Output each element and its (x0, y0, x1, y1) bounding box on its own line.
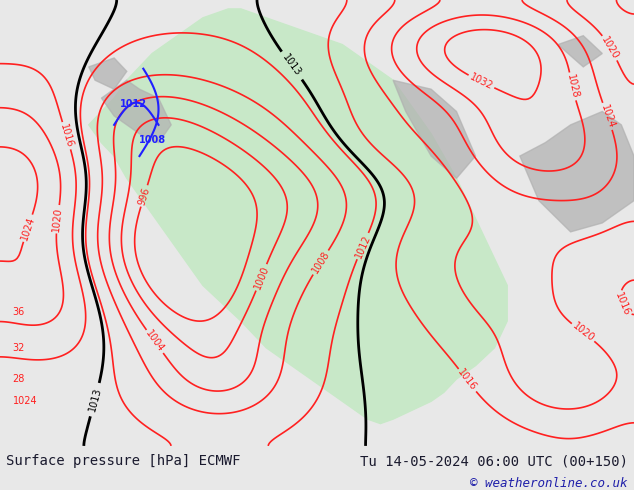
Text: Tu 14-05-2024 06:00 UTC (00+150): Tu 14-05-2024 06:00 UTC (00+150) (359, 454, 628, 468)
Polygon shape (89, 9, 507, 423)
Text: 1024: 1024 (13, 396, 37, 406)
Polygon shape (520, 112, 634, 232)
Text: 28: 28 (13, 374, 25, 384)
Text: 1024: 1024 (598, 103, 616, 129)
Text: 1012: 1012 (353, 233, 372, 259)
Polygon shape (558, 36, 602, 67)
Text: 1008: 1008 (310, 249, 332, 275)
Text: Surface pressure [hPa] ECMWF: Surface pressure [hPa] ECMWF (6, 454, 241, 468)
Text: 1020: 1020 (51, 206, 64, 232)
Text: 1013: 1013 (87, 387, 103, 413)
Polygon shape (393, 80, 476, 178)
Text: 1016: 1016 (58, 122, 75, 149)
Text: 1020: 1020 (600, 35, 621, 61)
Text: 1012: 1012 (120, 99, 146, 109)
Polygon shape (89, 58, 127, 89)
Text: 1000: 1000 (252, 264, 271, 291)
Text: 996: 996 (137, 186, 152, 206)
Text: 32: 32 (13, 343, 25, 353)
Text: 1020: 1020 (571, 321, 596, 344)
Polygon shape (101, 80, 171, 143)
Text: 1008: 1008 (139, 135, 165, 145)
Text: 1016: 1016 (456, 368, 479, 393)
Text: 1028: 1028 (565, 74, 580, 99)
Text: © weatheronline.co.uk: © weatheronline.co.uk (470, 477, 628, 490)
Text: 1032: 1032 (468, 72, 495, 92)
Text: 1024: 1024 (19, 215, 36, 242)
Text: 1013: 1013 (281, 53, 303, 78)
Text: 36: 36 (13, 307, 25, 317)
Text: 1016: 1016 (612, 291, 631, 318)
Text: 1004: 1004 (143, 329, 166, 354)
